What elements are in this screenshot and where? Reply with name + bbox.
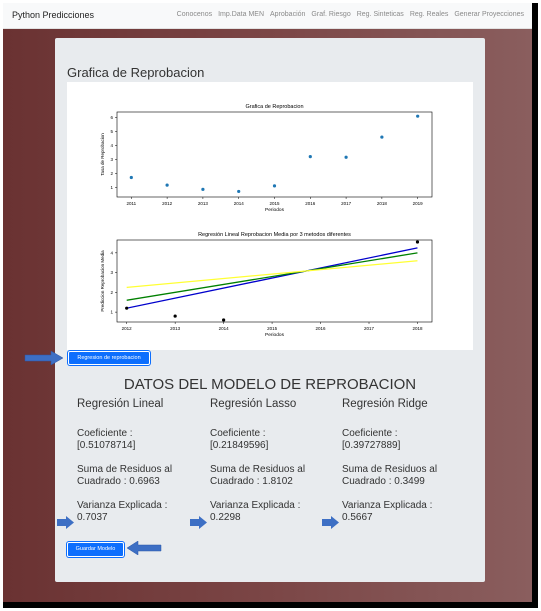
y-tick-label: 3: [110, 270, 113, 275]
y-tick-label: 2: [110, 290, 113, 295]
regression-line: [126, 260, 418, 289]
data-point: [308, 154, 312, 159]
suma-label: Suma de Residuos al: [342, 464, 438, 475]
x-tick-label: 2014: [219, 326, 230, 331]
guardar-button[interactable]: Guardar Modelo: [67, 542, 124, 557]
chart-regresion-lineal: Regresión Lineal Reprobacion Media por 3…: [100, 232, 433, 338]
model-name: Regresión Lasso: [210, 398, 297, 410]
suma-value: Cuadrado : 0.3499: [342, 476, 425, 487]
chart-panel: Grafica de Reprobacion 2011 2012 2013 2014 20…: [67, 82, 473, 350]
data-point: [272, 184, 277, 188]
y-tick-label: 6: [110, 115, 113, 120]
x-tick-label: 2012: [122, 326, 133, 331]
y-tick-label: 2: [110, 171, 113, 176]
x-tick-label: 2013: [198, 201, 209, 206]
model-name: Regresión Lineal: [77, 398, 164, 410]
nav-link-conocenos[interactable]: Conocenos: [176, 11, 213, 18]
data-point: [129, 175, 133, 180]
nav-links: Conocenos Imp.Data MEN Aprobación Graf. …: [177, 11, 524, 18]
varianza-label: Varianza Explicada :: [342, 500, 433, 511]
x-tick-label: 2019: [413, 201, 424, 206]
x-tick-label: 2018: [412, 326, 423, 331]
nav-link-reg-sinteticas[interactable]: Reg. Sinteticas: [356, 11, 404, 18]
model-name: Regresión Ridge: [342, 398, 428, 410]
plot-frame: [116, 239, 433, 323]
coef-label: Coeficiente :: [77, 428, 133, 439]
data-point: [173, 314, 177, 318]
varianza-label: Varianza Explicada :: [210, 500, 301, 511]
model-lineal: Regresión Lineal Coeficiente : [0.510787…: [77, 398, 207, 524]
arrow-right-icon: [322, 516, 339, 529]
varianza-label: Varianza Explicada :: [77, 500, 168, 511]
chart-reprobacion: Grafica de Reprobacion 2011 2012 2013 2014 20…: [100, 104, 433, 213]
x-tick-label: 2011: [126, 201, 136, 206]
y-tick-label: 1: [110, 185, 113, 190]
varianza-value: 0.7037: [77, 512, 108, 523]
datos-title: DATOS DEL MODELO DE REPROBACION: [123, 376, 417, 393]
x-tick-label: 2018: [377, 201, 388, 206]
data-point: [237, 189, 241, 194]
data-point: [125, 306, 129, 310]
chart-title: Regresión Lineal Reprobacion Media por 3…: [198, 232, 351, 238]
x-tick-label: 2015: [269, 201, 280, 206]
coef-label: Coeficiente :: [342, 428, 398, 439]
x-tick-label: 2016: [316, 326, 327, 331]
data-point: [201, 187, 205, 191]
x-tick-label: 2016: [305, 201, 316, 206]
x-axis-label: Periodos: [265, 332, 285, 338]
y-axis-label: Tasa de Reprobacion: [100, 133, 105, 176]
suma-label: Suma de Residuos al: [77, 464, 173, 475]
nav-link-aprobacion[interactable]: Aprobación: [270, 11, 306, 18]
regression-line: [126, 252, 418, 301]
navbar: Python Predicciones Conocenos Imp.Data M…: [3, 3, 532, 29]
nav-link-generar-proyecciones[interactable]: Generar Proyecciones: [454, 11, 524, 18]
data-point: [416, 114, 420, 118]
regresion-button[interactable]: Regresion de reprobacion: [68, 351, 150, 365]
suma-value: Cuadrado : 0.6963: [77, 476, 160, 487]
data-point: [165, 183, 169, 187]
y-tick-label: 3: [110, 157, 113, 162]
data-point: [415, 240, 420, 244]
suma-value: Cuadrado : 1.8102: [210, 476, 293, 487]
model-lasso: Regresión Lasso Coeficiente : [0.2184959…: [210, 398, 340, 524]
arrow-right-icon: [57, 516, 74, 529]
data-point: [344, 155, 348, 159]
x-tick-label: 2017: [341, 201, 352, 206]
x-tick-label: 2013: [170, 326, 181, 331]
coef-value: [0.21849596]: [210, 440, 269, 451]
x-tick-label: 2014: [234, 201, 245, 206]
y-tick-label: 4: [110, 250, 113, 255]
regression-line: [126, 247, 418, 309]
y-axis-label: Prediccion Reprobacion Media: [100, 250, 105, 312]
y-tick-label: 4: [110, 143, 113, 148]
suma-label: Suma de Residuos al: [210, 464, 306, 475]
model-ridge: Regresión Ridge Coeficiente : [0.3972788…: [342, 398, 472, 524]
nav-link-graf-riesgo[interactable]: Graf. Riesgo: [311, 11, 351, 18]
coef-label: Coeficiente :: [210, 428, 266, 439]
arrow-left-icon: [126, 541, 162, 555]
navbar-brand[interactable]: Python Predicciones: [12, 10, 95, 20]
arrow-right-icon: [24, 351, 64, 365]
plot-frame: [116, 111, 433, 198]
coef-value: [0.51078714]: [77, 440, 136, 451]
chart-title: Grafica de Reprobacion: [245, 104, 303, 110]
y-tick-label: 1: [110, 310, 113, 315]
varianza-value: 0.5667: [342, 512, 373, 523]
nav-link-reg-reales[interactable]: Reg. Reales: [409, 11, 449, 18]
arrow-right-icon: [190, 516, 207, 529]
x-tick-label: 2012: [162, 201, 173, 206]
nav-link-imp-data-men[interactable]: Imp.Data MEN: [218, 11, 264, 18]
varianza-value: 0.2298: [210, 512, 241, 523]
x-axis-label: Periodos: [265, 207, 285, 213]
x-tick-label: 2017: [364, 326, 375, 331]
y-tick-label: 5: [110, 129, 113, 134]
card-title: Grafica de Reprobacion: [67, 65, 205, 80]
coef-value: [0.39727889]: [342, 440, 401, 451]
data-point: [222, 318, 226, 322]
x-tick-label: 2015: [267, 326, 278, 331]
data-point: [380, 135, 384, 139]
